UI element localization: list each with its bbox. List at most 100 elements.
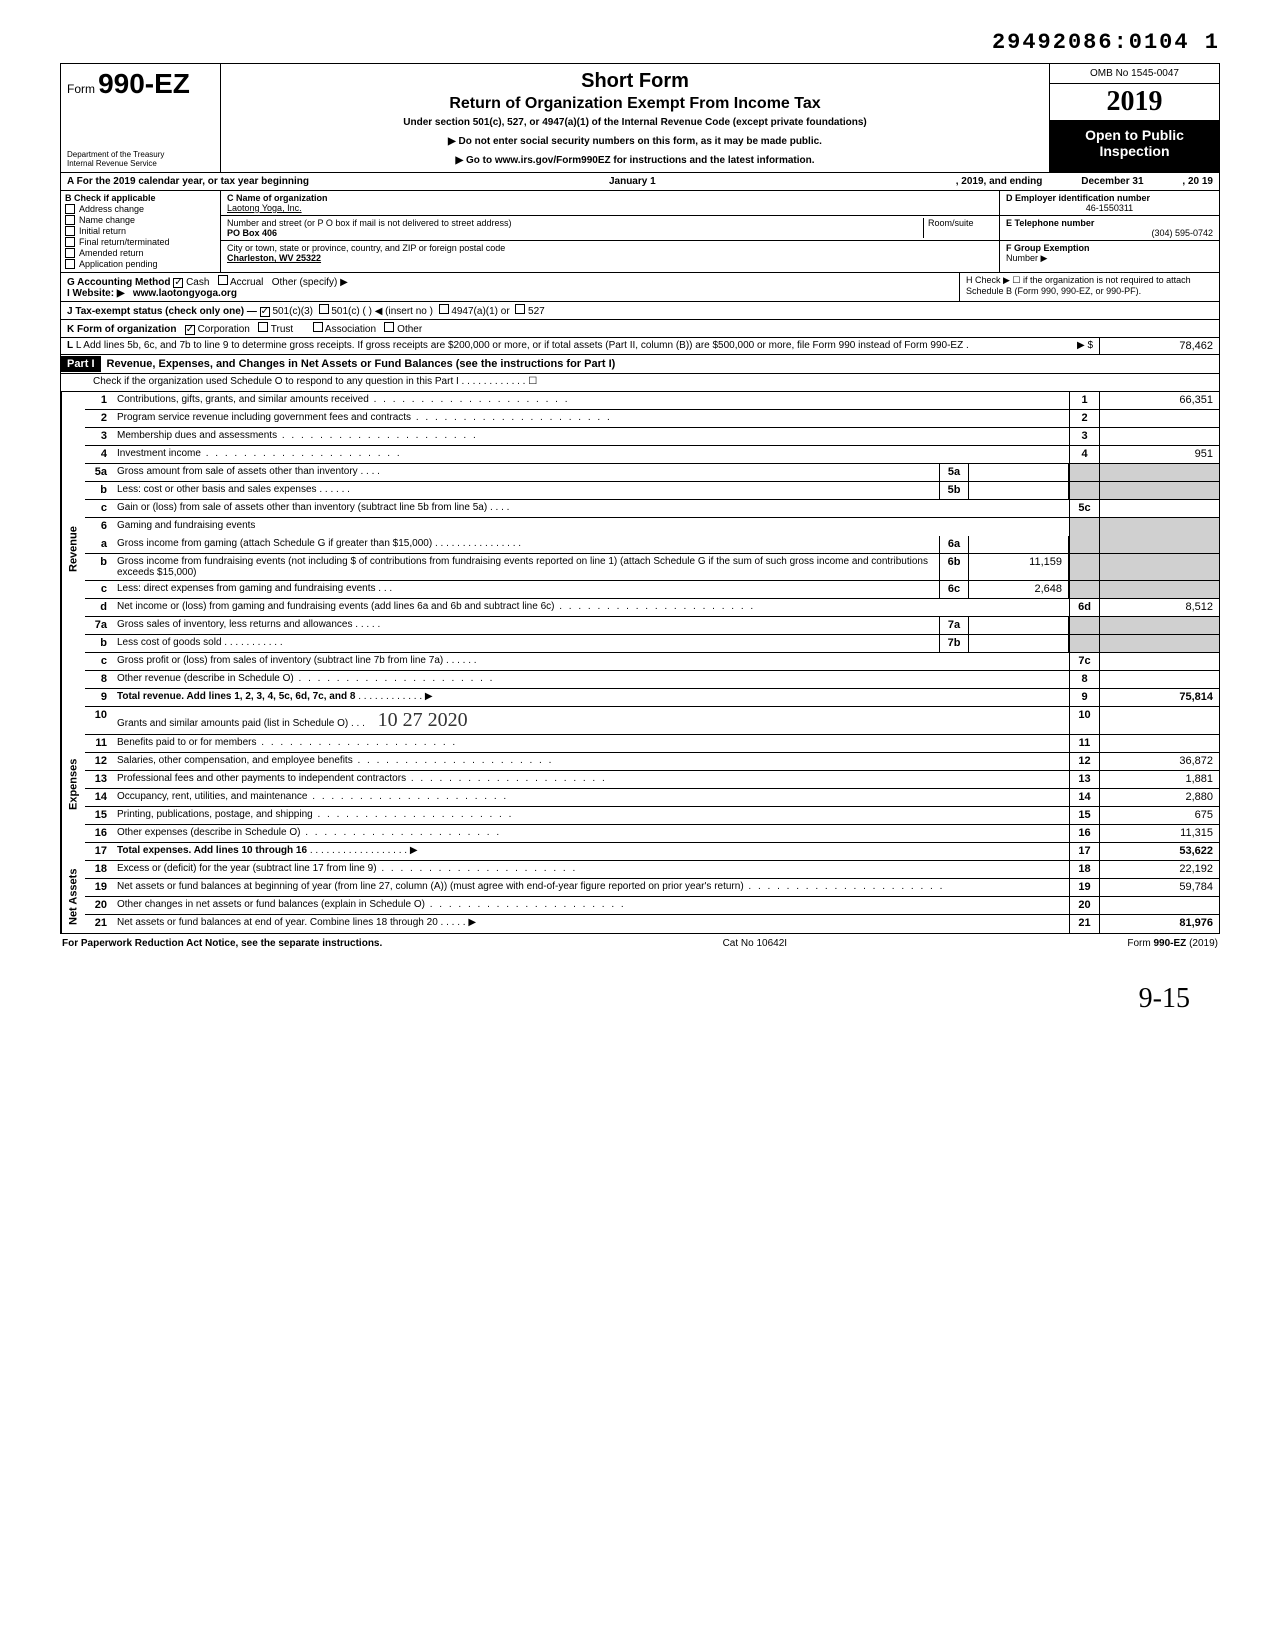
ln7b-no: b [85,635,113,652]
ln1-desc: Contributions, gifts, grants, and simila… [113,392,1069,409]
ln6d-no: d [85,599,113,616]
ln11-no: 11 [85,735,113,752]
chk-initial-return[interactable] [65,226,75,236]
chk-cash[interactable] [173,278,183,288]
ln7b-mini: 7b [939,635,969,652]
ln6c-miniamt: 2,648 [969,581,1069,598]
org-address: PO Box 406 [227,228,277,238]
chk-name-change[interactable] [65,215,75,225]
ln10-desc: Grants and similar amounts paid (list in… [113,707,1069,734]
ln6b-shade [1069,554,1099,580]
row-j: J Tax-exempt status (check only one) — 5… [61,302,1219,320]
chk-501c3[interactable] [260,307,270,317]
f-number-label: Number ▶ [1006,253,1047,263]
side-net-assets: Net Assets [61,861,85,933]
hand-date: 10 27 2020 [378,709,468,731]
b-label: B Check if applicable [65,193,216,203]
chk-final-return[interactable] [65,237,75,247]
ln5a-shade [1069,464,1099,481]
ln5b-shade [1069,482,1099,499]
ln15-col: 15 [1069,807,1099,824]
ln6-shade [1069,518,1099,536]
e-phone-label: E Telephone number [1006,218,1094,228]
ln5c-col: 5c [1069,500,1099,517]
ln12-col: 12 [1069,753,1099,770]
ln5a-desc: Gross amount from sale of assets other t… [113,464,939,481]
footer-right: Form 990-EZ (2019) [1127,938,1218,949]
ln13-no: 13 [85,771,113,788]
page-footer: For Paperwork Reduction Act Notice, see … [60,934,1220,953]
k-label: K Form of organization [67,324,176,335]
ln14-col: 14 [1069,789,1099,806]
ln19-col: 19 [1069,879,1099,896]
l-text: L Add lines 5b, 6c, and 7b to line 9 to … [76,340,969,351]
chk-address-change[interactable] [65,204,75,214]
lbl-corporation: Corporation [198,324,250,335]
row-a-suffix: , 20 19 [1182,176,1213,187]
chk-trust[interactable] [258,322,268,332]
lbl-527: 527 [528,306,545,317]
c-city-label: City or town, state or province, country… [227,243,505,253]
ln6c-desc: Less: direct expenses from gaming and fu… [113,581,939,598]
ln21-desc: Net assets or fund balances at end of ye… [113,915,1069,933]
lbl-cash: Cash [186,277,209,288]
lbl-501c: 501(c) ( ) ◀ (insert no ) [331,306,433,317]
chk-association[interactable] [313,322,323,332]
tax-year: 2019 [1050,84,1219,121]
side-expenses: Expenses [61,707,85,861]
ln6a-mini: 6a [939,536,969,553]
ln9-amt: 75,814 [1099,689,1219,706]
ln6b-miniamt: 11,159 [969,554,1069,580]
ln8-no: 8 [85,671,113,688]
lbl-accrual: Accrual [230,277,263,288]
ln8-amt [1099,671,1219,688]
ln7b-shade2 [1099,635,1219,652]
part1-check-text: Check if the organization used Schedule … [89,374,1219,391]
chk-accrual[interactable] [218,275,228,285]
ln19-desc: Net assets or fund balances at beginning… [113,879,1069,896]
ln13-col: 13 [1069,771,1099,788]
chk-app-pending[interactable] [65,259,75,269]
chk-501c[interactable] [319,304,329,314]
hand-initials: 9-15 [60,983,1220,1015]
ln1-col: 1 [1069,392,1099,409]
ln6a-no: a [85,536,113,553]
ln16-no: 16 [85,825,113,842]
ln18-no: 18 [85,861,113,878]
chk-corporation[interactable] [185,325,195,335]
lbl-amended: Amended return [79,248,144,258]
ln6-no: 6 [85,518,113,536]
dept-irs: Internal Revenue Service [67,159,214,168]
ln12-desc: Salaries, other compensation, and employ… [113,753,1069,770]
website-value: www.laotongyoga.org [133,288,237,299]
ln5c-no: c [85,500,113,517]
ln5a-miniamt [969,464,1069,481]
chk-4947[interactable] [439,304,449,314]
chk-amended[interactable] [65,248,75,258]
ln14-desc: Occupancy, rent, utilities, and maintena… [113,789,1069,806]
subtitle: Under section 501(c), 527, or 4947(a)(1)… [227,117,1043,128]
ln7c-desc: Gross profit or (loss) from sales of inv… [113,653,1069,670]
ln5b-desc: Less: cost or other basis and sales expe… [113,482,939,499]
ln5c-amt [1099,500,1219,517]
ln18-col: 18 [1069,861,1099,878]
lbl-app-pending: Application pending [79,259,158,269]
ln2-no: 2 [85,410,113,427]
part1-title: Revenue, Expenses, and Changes in Net As… [101,355,622,373]
chk-other-org[interactable] [384,322,394,332]
ln6b-shade2 [1099,554,1219,580]
ln1-no: 1 [85,392,113,409]
ln17-no: 17 [85,843,113,860]
ln5b-miniamt [969,482,1069,499]
ln3-no: 3 [85,428,113,445]
omb-number: OMB No 1545-0047 [1050,64,1219,84]
ln8-col: 8 [1069,671,1099,688]
ln19-amt: 59,784 [1099,879,1219,896]
ln18-desc: Excess or (deficit) for the year (subtra… [113,861,1069,878]
ln17-col: 17 [1069,843,1099,860]
ln15-no: 15 [85,807,113,824]
ln20-desc: Other changes in net assets or fund bala… [113,897,1069,914]
ln5b-shade2 [1099,482,1219,499]
chk-527[interactable] [515,304,525,314]
ln16-amt: 11,315 [1099,825,1219,842]
